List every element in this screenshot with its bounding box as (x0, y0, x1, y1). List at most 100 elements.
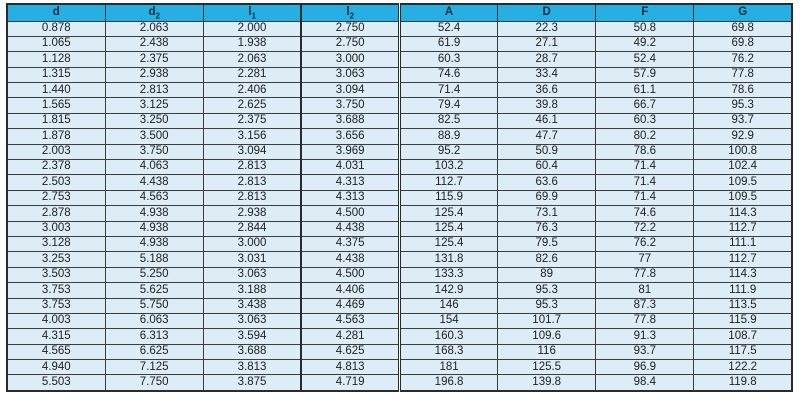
table-cell: 4.031 (300, 159, 401, 176)
table-cell: 4.313 (300, 174, 401, 191)
table-cell: 125.4 (397, 235, 499, 253)
table-cell: 3.156 (202, 128, 302, 145)
table-cell: 1.440 (6, 82, 106, 99)
table-cell: 3.000 (300, 51, 401, 68)
table-cell: 3.969 (300, 143, 401, 161)
table-cell: 81 (595, 282, 695, 299)
table-cell: 1.565 (6, 97, 106, 114)
table-cell: 4.469 (300, 297, 401, 314)
table-cell: 2.063 (104, 20, 204, 37)
table-row: 1.128 2.375 2.063 3.000 60.3 28.7 52.4 76.2 (6, 51, 793, 68)
table-cell: 3.753 (6, 297, 106, 314)
table-cell: 2.844 (202, 220, 302, 237)
table-cell: 3.750 (104, 143, 204, 161)
table-header-row: d d2 l1 l2 A D F G (6, 3, 793, 22)
table-cell: 4.813 (300, 359, 401, 376)
table-cell: 46.1 (497, 112, 597, 130)
table-row: 4.565 6.625 3.688 4.625 168.3 116 93.7 117.5 (6, 343, 793, 361)
table-cell: 4.938 (104, 235, 204, 253)
table-cell: 115.9 (397, 189, 499, 207)
table-cell: 2.878 (6, 205, 106, 222)
table-cell: 79.4 (397, 97, 499, 114)
table-cell: 77.8 (595, 312, 695, 330)
table-cell: 77 (595, 251, 695, 268)
table-cell: 2.813 (202, 174, 302, 191)
table-cell: 2.406 (202, 82, 302, 99)
table-cell: 113.5 (693, 297, 793, 314)
table-cell: 109.5 (693, 189, 793, 207)
table-cell: 111.1 (693, 235, 793, 253)
table-cell: 3.125 (104, 97, 204, 114)
column-header-d2: d2 (104, 3, 204, 22)
table-cell: 102.4 (693, 159, 793, 176)
table-cell: 2.813 (202, 189, 302, 207)
table-cell: 3.875 (202, 374, 302, 392)
table-cell: 66.7 (595, 97, 695, 114)
table-cell: 3.063 (202, 266, 302, 284)
table-cell: 79.5 (497, 235, 597, 253)
table-cell: 3.688 (300, 112, 401, 130)
table-cell: 4.940 (6, 359, 106, 376)
table-cell: 95.3 (497, 282, 597, 299)
table-row: 2.878 4.938 2.938 4.500 125.4 73.1 74.6 114.3 (6, 205, 793, 222)
table-cell: 2.378 (6, 159, 106, 176)
table-cell: 91.3 (595, 328, 695, 345)
table-cell: 3.031 (202, 251, 302, 268)
table-cell: 27.1 (497, 35, 597, 53)
column-header-label: l (248, 6, 252, 18)
table-cell: 73.1 (497, 205, 597, 222)
table-cell: 95.3 (497, 297, 597, 314)
table-cell: 60.4 (497, 159, 597, 176)
table-cell: 3.063 (300, 66, 401, 84)
table-cell: 96.9 (595, 359, 695, 376)
column-header-label: F (641, 6, 649, 18)
table-cell: 181 (397, 359, 499, 376)
table-cell: 4.315 (6, 328, 106, 345)
table-cell: 7.750 (104, 374, 204, 392)
table-cell: 80.2 (595, 128, 695, 145)
table-cell: 2.063 (202, 51, 302, 68)
table-cell: 2.438 (104, 35, 204, 53)
table-cell: 60.3 (397, 51, 499, 68)
table-cell: 69.8 (693, 35, 793, 53)
table-cell: 3.094 (202, 143, 302, 161)
column-header-A: A (397, 3, 499, 22)
table-cell: 2.281 (202, 66, 302, 84)
table-cell: 168.3 (397, 343, 499, 361)
table-row: 2.003 3.750 3.094 3.969 95.2 50.9 78.6 100.8 (6, 143, 793, 161)
table-cell: 2.813 (104, 82, 204, 99)
table-cell: 95.2 (397, 143, 499, 161)
table-cell: 100.8 (693, 143, 793, 161)
table-row: 3.753 5.750 3.438 4.469 146 95.3 87.3 113.5 (6, 297, 793, 314)
table-cell: 196.8 (397, 374, 499, 392)
table-cell: 131.8 (397, 251, 499, 268)
column-header-l2: l2 (300, 3, 401, 22)
table-cell: 3.000 (202, 235, 302, 253)
table-cell: 4.719 (300, 374, 401, 392)
table-cell: 4.938 (104, 220, 204, 237)
table-cell: 125.4 (397, 205, 499, 222)
table-row: 1.878 3.500 3.156 3.656 88.9 47.7 80.2 92.9 (6, 128, 793, 145)
table-cell: 3.503 (6, 266, 106, 284)
table-cell: 4.313 (300, 189, 401, 207)
table-cell: 2.750 (300, 35, 401, 53)
table-cell: 3.250 (104, 112, 204, 130)
table-cell: 103.2 (397, 159, 499, 176)
table-body: 0.878 2.063 2.000 2.750 52.4 22.3 50.8 69.8 1.06… (6, 20, 793, 392)
table-row: 3.253 5.188 3.031 4.438 131.8 82.6 77 112.7 (6, 251, 793, 268)
table-cell: 93.7 (595, 343, 695, 361)
table-cell: 4.003 (6, 312, 106, 330)
table-cell: 71.4 (595, 174, 695, 191)
table-cell: 3.500 (104, 128, 204, 145)
table-row: 2.503 4.438 2.813 4.313 112.7 63.6 71.4 109.5 (6, 174, 793, 191)
table-cell: 5.625 (104, 282, 204, 299)
table-cell: 117.5 (693, 343, 793, 361)
table-cell: 3.750 (300, 97, 401, 114)
column-header-G: G (693, 3, 793, 22)
table-cell: 2.375 (104, 51, 204, 68)
column-header-label: G (738, 6, 748, 18)
table-cell: 76.3 (497, 220, 597, 237)
table-cell: 49.2 (595, 35, 695, 53)
table-cell: 3.063 (202, 312, 302, 330)
table-row: 2.753 4.563 2.813 4.313 115.9 69.9 71.4 109.5 (6, 189, 793, 207)
